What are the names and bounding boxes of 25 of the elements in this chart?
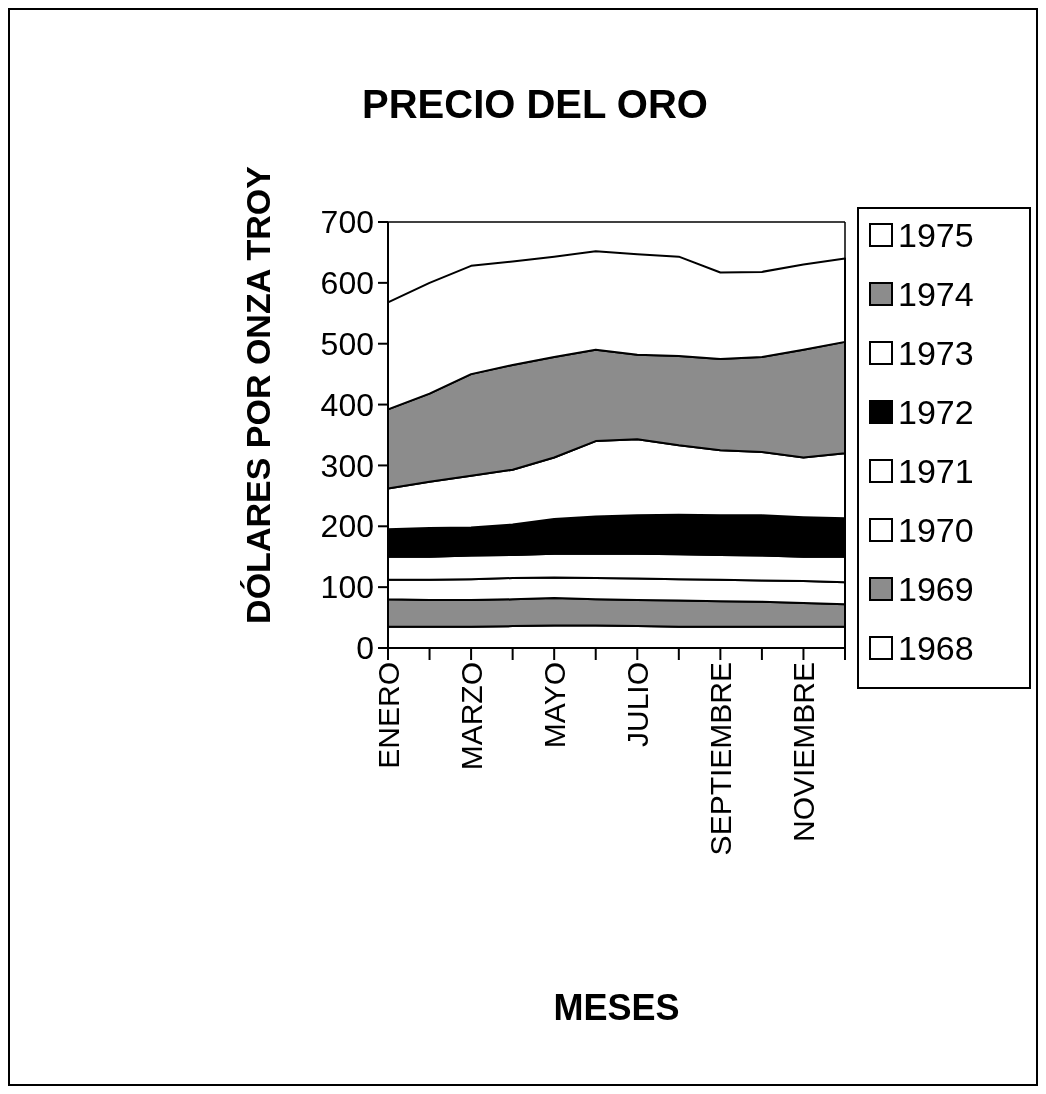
legend-label: 1971 [898,451,974,490]
x-tick-label: ENERO [372,662,405,769]
x-tick-label: MARZO [455,662,489,771]
legend-label: 1973 [898,333,974,372]
y-tick-label: 700 [320,204,374,241]
legend-label: 1974 [898,274,974,313]
x-tick-label: MAYO [538,662,572,749]
chart-title: PRECIO DEL ORO [362,82,708,126]
x-tick-label: SEPTIEMBRE [704,662,738,856]
legend-label: 1968 [898,628,974,667]
legend-label: 1975 [898,215,974,254]
y-tick-label: 100 [320,569,374,606]
y-tick-label: 300 [320,447,374,484]
legend-label: 1969 [898,569,974,608]
y-tick-label: 500 [320,325,374,362]
y-axis-title: DÓLARES POR ONZA TROY [239,165,277,624]
legend-label: 1970 [898,510,974,549]
legend-label: 1972 [898,392,974,431]
y-tick-label: 400 [320,386,374,423]
y-tick-label: 600 [320,265,374,302]
x-axis-title: MESES [553,987,680,1028]
x-tick-label: NOVIEMBRE [787,662,821,843]
y-tick-label: 200 [320,508,374,545]
y-tick-label: 0 [356,630,374,667]
x-tick-label: JULIO [621,662,655,748]
